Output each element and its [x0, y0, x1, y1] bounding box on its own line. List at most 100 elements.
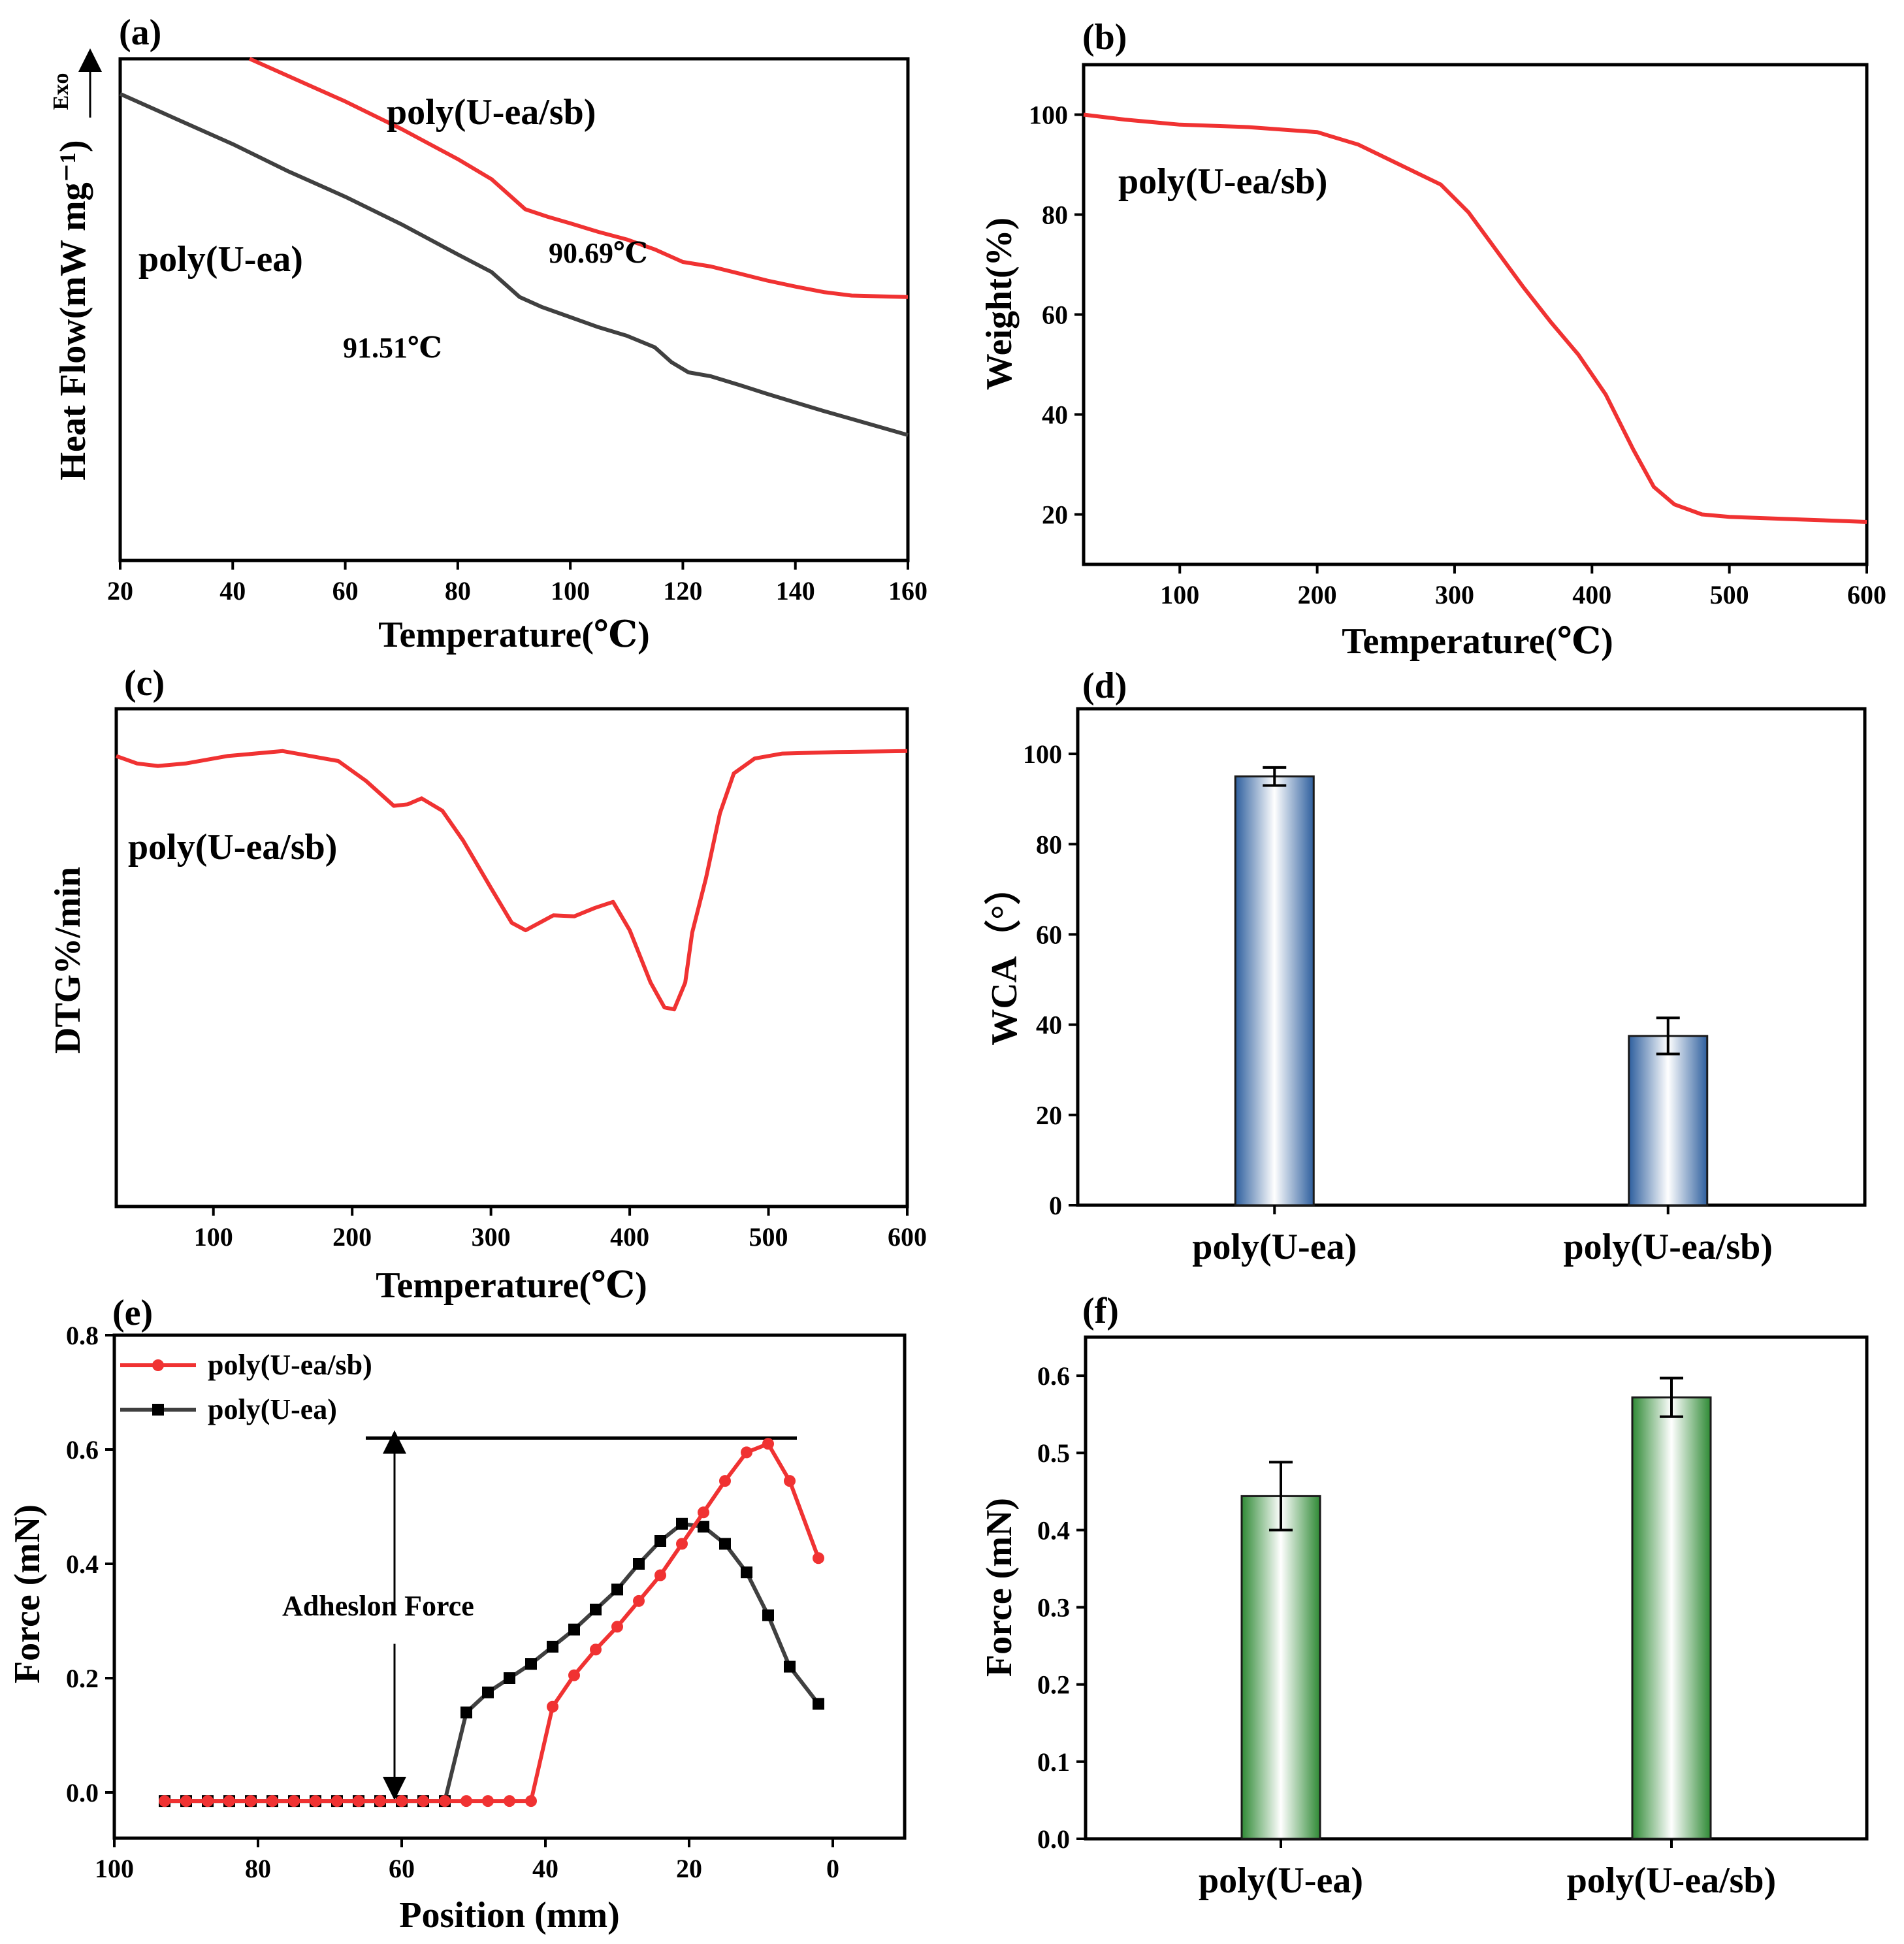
panel-e-series-ea-marker — [590, 1604, 602, 1615]
panel-a-xtick-label: 140 — [776, 576, 815, 606]
panel-a-ylabel: Heat Flow(mW mg⁻¹) — [53, 140, 93, 480]
panel-c-xticks: 100 200 300 400 500 600 — [194, 1207, 927, 1252]
panel-e-series-ea-marker — [719, 1538, 731, 1550]
panel-b-ytick-label: 20 — [1042, 500, 1068, 530]
panel-c-xtick-label: 500 — [749, 1222, 788, 1252]
panel-b-xtick-label: 600 — [1847, 580, 1886, 609]
panel-d-ytick-label: 0 — [1049, 1191, 1062, 1220]
panel-c-series-sb — [115, 749, 908, 1012]
panel-e-series-sb-marker — [266, 1795, 278, 1807]
panel-e-series-sb-marker — [633, 1595, 645, 1607]
panel-e-adhesion-annotation — [366, 1430, 797, 1800]
panel-b-ytick-label: 100 — [1029, 101, 1068, 130]
panel-e-series-ea-marker — [741, 1566, 752, 1579]
panel-d-label: (d) — [1082, 666, 1127, 706]
panel-e-ticks: 100 80 60 40 20 0 0.0 0.2 0.4 0.6 0.8 — [66, 1321, 839, 1883]
panel-e-series-sb-marker — [439, 1795, 451, 1807]
panel-b-ytick-label: 60 — [1042, 300, 1068, 330]
panel-e-series-ea-marker — [762, 1609, 774, 1621]
panel-c-xtick-label: 100 — [194, 1222, 233, 1252]
panel-e-series-sb-marker — [245, 1795, 257, 1807]
panel-a-label: (a) — [119, 12, 161, 53]
panel-f-ytick-label: 0.1 — [1037, 1747, 1070, 1777]
panel-a-xtick-label: 160 — [888, 576, 928, 606]
panel-b-annotation: poly(U-ea/sb) — [1118, 161, 1327, 202]
panel-e-ytick-label: 0.4 — [66, 1549, 99, 1579]
panel-c-plot — [115, 749, 908, 1012]
panel-b-plot — [1083, 112, 1867, 524]
panel-e-ytick-label: 0.2 — [66, 1664, 99, 1693]
panel-e-series-sb-marker — [813, 1552, 824, 1564]
panel-d-ytick-label: 20 — [1036, 1101, 1062, 1130]
panel-f-bar — [1240, 1495, 1321, 1840]
panel-b-label: (b) — [1082, 17, 1127, 57]
panel-a-xtick-label: 60 — [332, 576, 359, 606]
panel-e-series-sb-marker — [223, 1795, 235, 1807]
panel-e-series-sb-marker — [719, 1475, 731, 1487]
panel-e-ytick-label: 0.0 — [66, 1778, 99, 1807]
panel-e-series-sb-marker — [202, 1795, 214, 1807]
panel-e-series-ea-marker — [547, 1640, 558, 1653]
panel-c-xtick-label: 400 — [610, 1222, 649, 1252]
panel-e-xtick-label: 100 — [95, 1854, 134, 1883]
panel-a: (a) 20 40 60 80 100 120 140 160 Temperature(℃) … — [49, 12, 928, 655]
panel-b-frame — [1082, 63, 1869, 566]
panel-e-series-ea-marker — [525, 1658, 537, 1670]
panel-e-series-sb-marker — [460, 1795, 472, 1807]
panel-e-series-ea-marker — [813, 1698, 824, 1710]
panel-f-ytick-label: 0.3 — [1037, 1593, 1070, 1623]
panel-e-series-sb-marker — [676, 1538, 688, 1550]
panel-e-plot — [159, 1438, 824, 1807]
panel-e: (e) 100 80 60 40 20 0 0.0 0.2 0.4 0.6 0.8 Adheslon… — [7, 1293, 907, 1936]
legend-marker-ea — [152, 1404, 164, 1416]
panel-e-series-sb-marker — [417, 1795, 429, 1807]
panel-d-ytick-label: 40 — [1036, 1011, 1062, 1040]
panel-d-bar — [1628, 1035, 1709, 1207]
panel-e-series-sb-marker — [741, 1446, 752, 1459]
panel-c: (c) 100 200 300 400 500 600 Temperature(℃) DT… — [48, 663, 927, 1306]
legend-marker-sb — [152, 1359, 164, 1371]
panel-d-frame — [1076, 707, 1867, 1207]
panel-b-ticks: 100 200 300 400 500 600 20 40 60 80 100 — [1029, 101, 1886, 610]
panel-e-series-sb-marker — [353, 1795, 364, 1807]
panel-a-xtick-label: 20 — [107, 576, 133, 606]
panel-f-ytick-label: 0.2 — [1037, 1670, 1070, 1700]
exo-label: Exo — [49, 73, 73, 110]
panel-f-category-label: poly(U-ea/sb) — [1567, 1860, 1776, 1901]
panel-e-series-ea-marker — [654, 1535, 666, 1547]
panel-e-series-sb-marker — [310, 1795, 321, 1807]
panel-a-plot — [119, 57, 909, 437]
panel-d-ytick-label: 60 — [1036, 920, 1062, 949]
panel-c-xtick-label: 600 — [888, 1222, 927, 1252]
panel-f-ytick-label: 0.5 — [1037, 1438, 1070, 1468]
panel-c-xlabel: Temperature(℃) — [376, 1265, 647, 1306]
panel-e-series-ea-marker — [676, 1517, 688, 1530]
panel-e-series-sb-marker — [590, 1644, 602, 1656]
panel-c-annotation: poly(U-ea/sb) — [128, 827, 337, 867]
panel-a-xtick-label: 120 — [663, 576, 702, 606]
panel-b-series-sb — [1083, 112, 1867, 524]
panel-e-ylabel: Force (mN) — [7, 1504, 48, 1683]
panel-e-ytick-label: 0.6 — [66, 1435, 99, 1465]
panel-a-series-ea — [119, 92, 909, 437]
panel-b-ytick-label: 80 — [1042, 201, 1068, 230]
panel-d-category-label: poly(U-ea) — [1192, 1227, 1357, 1267]
panel-d-plot: 0 20 40 60 80 100 poly(U-ea) poly(U-ea/sb) — [1023, 739, 1773, 1267]
panel-e-series-sb-marker — [482, 1795, 494, 1807]
panel-e-legend: poly(U-ea/sb) poly(U-ea) — [120, 1349, 372, 1425]
panel-f-ytick-label: 0.6 — [1037, 1361, 1070, 1391]
panel-e-series-ea-marker — [460, 1706, 472, 1719]
panel-b-ytick-label: 40 — [1042, 400, 1068, 430]
panel-c-ylabel: DTG%/min — [48, 867, 88, 1054]
panel-b-xlabel: Temperature(℃) — [1342, 621, 1613, 662]
panel-b-xtick-label: 500 — [1710, 580, 1749, 609]
panel-e-series-sb-marker — [698, 1506, 709, 1519]
panel-f-plot: 0.0 0.1 0.2 0.3 0.4 0.5 0.6 poly(U-ea) poly(U-ea… — [1037, 1361, 1776, 1901]
panel-f-category-label: poly(U-ea) — [1199, 1860, 1363, 1901]
panel-f-ytick-label: 0.4 — [1037, 1515, 1070, 1545]
panel-e-series-sb-marker — [525, 1795, 537, 1807]
panel-a-xtick-label: 100 — [551, 576, 590, 606]
panel-a-annotation-ea: poly(U-ea) — [138, 239, 303, 280]
